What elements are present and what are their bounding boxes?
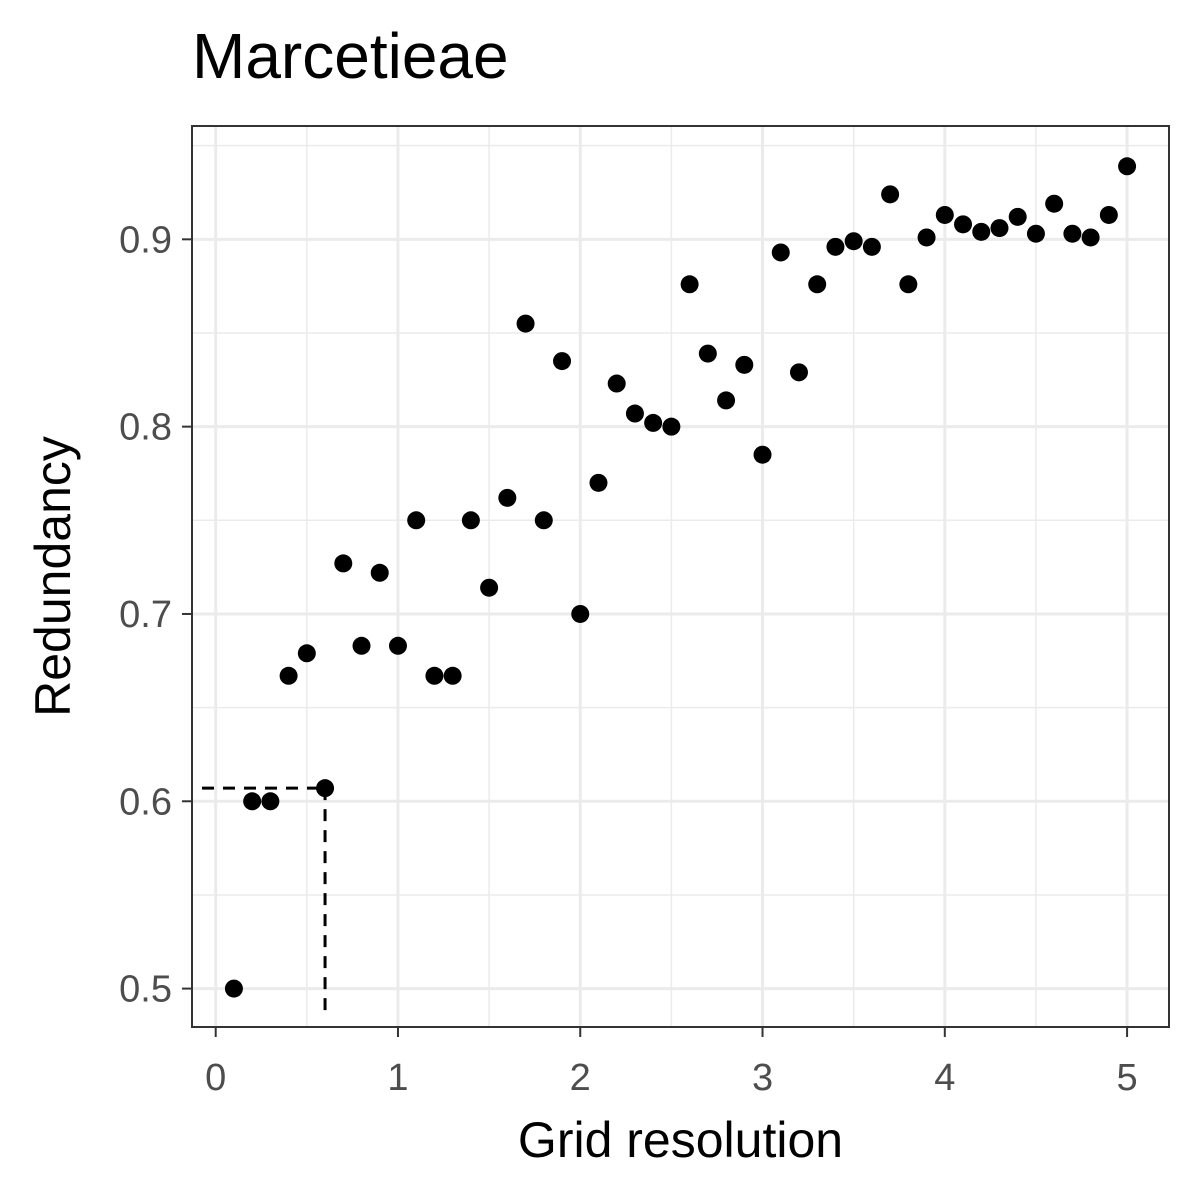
data-point [644,413,663,432]
data-point [480,578,499,597]
x-tick-label: 0 [205,1057,226,1099]
data-point [498,488,517,507]
data-point [316,779,335,798]
x-tick-label: 5 [1117,1057,1138,1099]
data-point [771,243,790,262]
data-point [1118,157,1137,176]
reference-lines [202,786,327,1019]
x-tick-label: 3 [752,1057,773,1099]
data-point [279,666,298,685]
data-point [589,473,608,492]
data-point [571,604,590,623]
y-tick-label: 0.7 [119,594,172,636]
x-axis-title: Grid resolution [518,1112,843,1168]
data-point [899,275,918,294]
data-point [352,636,371,655]
x-axis: 0 1 2 3 4 5 [205,1027,1138,1099]
data-point [388,636,407,655]
data-point [1099,205,1118,224]
data-point [224,979,243,998]
data-point [972,222,991,241]
y-tick-label: 0.6 [119,781,172,823]
data-point [334,554,353,573]
y-tick-label: 0.8 [119,407,172,449]
y-tick-label: 0.9 [119,219,172,261]
y-axis-title: Redundancy [25,436,81,717]
data-point [735,355,754,374]
data-point [826,237,845,256]
data-point [1081,228,1100,247]
data-point [917,228,936,247]
data-point [516,314,535,333]
data-point [935,205,954,224]
data-point [553,352,572,371]
x-tick-label: 4 [934,1057,955,1099]
gridlines [192,126,1169,1027]
panel-border [191,125,1170,1028]
y-axis: 0.5 0.6 0.7 0.8 0.9 [119,219,192,1011]
data-point [717,391,736,410]
data-point [753,445,772,464]
data-point [1045,194,1064,213]
data-point [607,374,626,393]
data-point [698,344,717,363]
data-point [881,185,900,204]
data-point [443,666,462,685]
data-point [425,666,444,685]
data-point [370,563,389,582]
y-tick-label: 0.5 [119,969,172,1011]
data-point [990,219,1009,238]
data-point [808,275,827,294]
data-point [662,417,681,436]
data-points [224,157,1137,998]
data-point [1026,224,1045,243]
data-point [534,511,553,530]
data-point [680,275,699,294]
data-point [789,363,808,382]
data-point [954,215,973,234]
data-point [297,644,316,663]
data-point [407,511,426,530]
data-point [1063,224,1082,243]
data-point [261,792,280,811]
data-point [862,237,881,256]
x-tick-label: 2 [570,1057,591,1099]
data-point [625,404,644,423]
data-point [243,792,262,811]
data-point [461,511,480,530]
data-point [1008,207,1027,226]
chart-title: Marcetieae [192,20,509,92]
data-point [844,232,863,251]
x-tick-label: 1 [387,1057,408,1099]
